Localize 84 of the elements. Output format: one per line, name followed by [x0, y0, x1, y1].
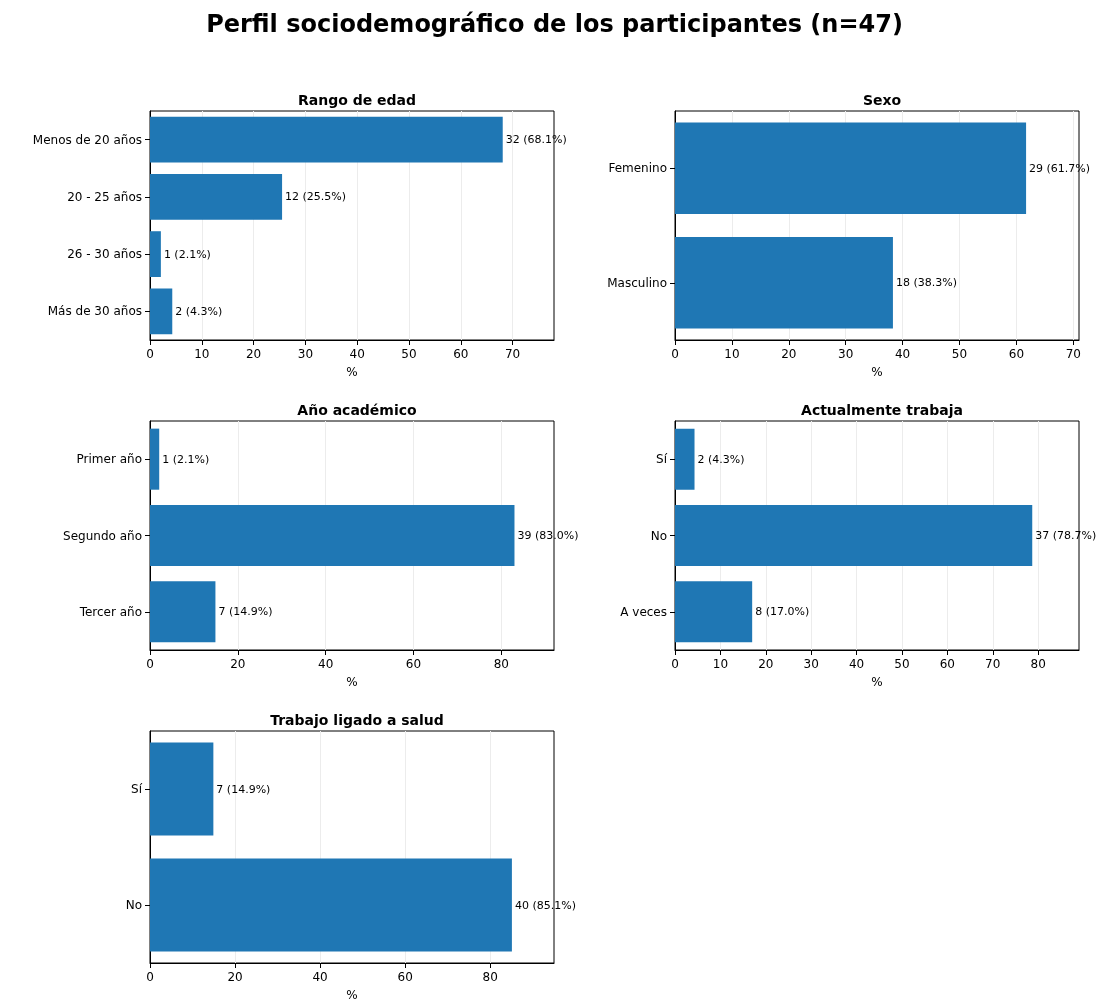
bar — [675, 581, 753, 643]
chart-title: Sexo — [862, 92, 902, 108]
x-tick-label: 40 — [312, 970, 328, 984]
y-tick-label: A veces — [620, 604, 667, 619]
bar — [150, 504, 515, 567]
data-label: 12 (25.5%) — [285, 190, 347, 204]
bar — [675, 428, 695, 490]
y-tick-label: 26 - 30 años — [67, 247, 142, 262]
bar — [150, 116, 503, 163]
data-label: 7 (14.9%) — [218, 605, 273, 619]
x-tick-label: 10 — [712, 657, 729, 671]
x-tick-label: 60 — [405, 657, 422, 671]
y-tick-label: Menos de 20 años — [32, 132, 142, 147]
x-tick-label: 60 — [397, 970, 413, 984]
chart-title: Actualmente trabaja — [801, 402, 963, 418]
data-label: 32 (68.1%) — [505, 133, 567, 147]
bar — [150, 173, 283, 220]
y-tick-label: Más de 30 años — [47, 304, 142, 319]
x-tick-label: 10 — [194, 347, 210, 361]
x-tick-label: 30 — [838, 347, 854, 361]
x-tick-label: 20 — [758, 657, 774, 671]
x-tick-label: 80 — [493, 657, 509, 671]
data-label: 39 (83.0%) — [517, 529, 579, 542]
y-tick-label: Primer año — [76, 452, 142, 467]
y-tick-label: Femenino — [608, 161, 667, 176]
x-tick-label: 20 — [227, 970, 243, 984]
data-label: 18 (38.3%) — [895, 276, 957, 290]
x-tick-label: 40 — [848, 657, 865, 671]
x-tick-label: 60 — [1008, 347, 1025, 361]
data-label: 1 (2.1%) — [162, 452, 210, 466]
y-tick-label: Sí — [131, 782, 143, 796]
data-label: 40 (85.1%) — [514, 898, 576, 912]
x-tick-label: 50 — [401, 347, 417, 361]
y-tick-label: No — [125, 898, 142, 912]
data-label: 29 (61.7%) — [1029, 161, 1091, 175]
x-tick-label: 0 — [146, 970, 154, 984]
x-tick-label: 80 — [482, 970, 498, 984]
x-tick-label: 10 — [724, 347, 740, 361]
x-tick-label: 0 — [146, 347, 154, 361]
x-tick-label: 20 — [245, 347, 262, 361]
bar — [150, 288, 173, 335]
x-tick-label: 30 — [297, 347, 314, 361]
y-tick-label: No — [650, 528, 667, 543]
data-label: 2 (4.3%) — [697, 452, 745, 466]
chart-title: Año académico — [297, 402, 418, 418]
text: Perfil sociodemográfico de los participantes (n=47) — [205, 10, 904, 38]
data-label: 8 (17.0%) — [755, 605, 810, 619]
bar — [150, 231, 161, 278]
data-label: 1 (2.1%) — [163, 247, 211, 261]
bar — [150, 428, 160, 490]
y-tick-label: Sí — [656, 452, 668, 467]
y-tick-label: Masculino — [607, 275, 667, 290]
x-tick-label: 80 — [1030, 657, 1046, 671]
x-tick-label: 50 — [894, 657, 910, 671]
x-tick-label: 70 — [1065, 347, 1081, 361]
y-tick-label: Segundo año — [63, 528, 142, 543]
x-tick-label: 30 — [803, 657, 819, 671]
y-tick-label: 20 - 25 años — [67, 189, 142, 204]
x-tick-label: 20 — [230, 657, 246, 671]
x-axis-title: % — [346, 365, 358, 379]
x-tick-label: 0 — [146, 657, 154, 671]
x-axis-title: % — [346, 675, 358, 689]
bar — [675, 504, 1033, 567]
chart-title: Trabajo ligado a salud — [270, 712, 444, 728]
x-tick-label: 40 — [318, 657, 334, 671]
x-tick-label: 50 — [951, 347, 968, 361]
x-tick-label: 60 — [453, 347, 469, 361]
chart-title: Rango de edad — [297, 92, 417, 108]
bar — [150, 581, 216, 643]
x-tick-label: 40 — [349, 347, 365, 361]
x-axis-title: % — [871, 675, 883, 689]
x-tick-label: 40 — [894, 347, 911, 361]
data-label: 7 (14.9%) — [216, 782, 271, 796]
y-tick-label: Tercer año — [78, 604, 142, 619]
x-tick-label: 0 — [671, 347, 679, 361]
x-axis-title: % — [346, 988, 358, 1001]
x-axis-title: % — [871, 365, 883, 379]
data-label: 37 (78.7%) — [1035, 529, 1097, 542]
x-tick-label: 60 — [939, 657, 955, 671]
data-label: 2 (4.3%) — [175, 304, 223, 318]
x-tick-label: 70 — [985, 657, 1001, 671]
x-tick-label: 20 — [781, 347, 797, 361]
x-tick-label: 0 — [671, 657, 679, 671]
x-tick-label: 70 — [504, 347, 521, 361]
